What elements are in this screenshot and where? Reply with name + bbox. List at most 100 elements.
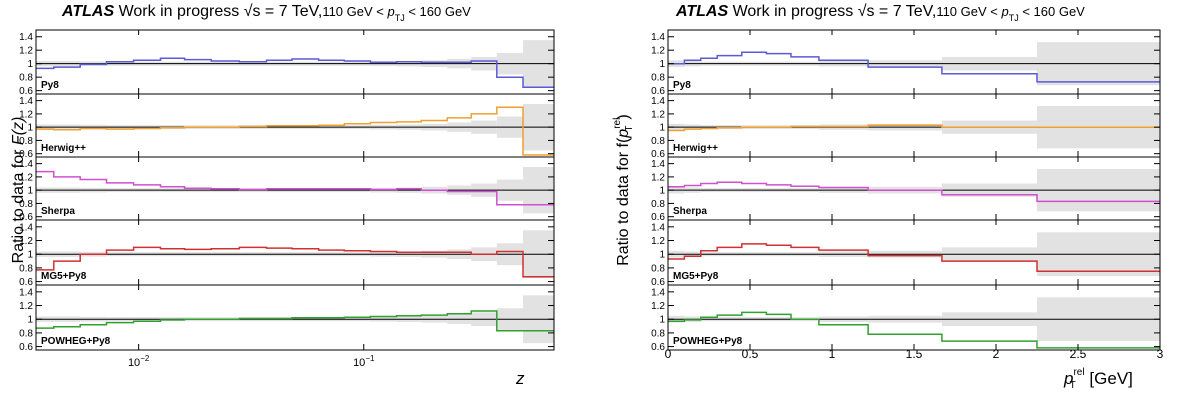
y-tick-label: 0.8 (651, 328, 665, 339)
y-tick-label: 0.6 (651, 212, 665, 223)
series-label: Sherpa (41, 206, 75, 217)
panel-frame (35, 284, 555, 351)
y-tick-label: 1.4 (19, 32, 33, 43)
y-tick-label: 0.8 (19, 263, 33, 274)
x-axis-label: prel T [GeV] (1063, 367, 1133, 391)
panel-sherpa: 0.6 0.8 1 1.2 1.4 Sherpa (651, 156, 1161, 223)
series-label: POWHEG+Py8 (673, 336, 743, 347)
range-sub: TJ (395, 13, 405, 23)
y-tick-label: 0.8 (651, 73, 665, 84)
panel-py8: 0.6 0.8 1 1.2 1.4 Py8 (19, 29, 555, 97)
y-tick-label: 1.2 (651, 109, 665, 120)
series-label: MG5+Py8 (673, 271, 719, 282)
y-tick-label: 0.8 (19, 136, 33, 147)
y-tick-label: 0.6 (19, 86, 33, 97)
y-tick-label: 0.6 (651, 342, 665, 353)
panel-content (36, 166, 554, 214)
range-p: p (386, 4, 394, 19)
series-line (36, 310, 554, 332)
ylabel-p: p (615, 129, 632, 139)
range-p: p (1000, 4, 1008, 19)
range-pre: 110 GeV < (936, 4, 1001, 19)
y-tick-label: 1 (659, 250, 665, 261)
y-tick-label: 1.4 (651, 32, 665, 43)
x-tick-label: 0.5 (742, 347, 759, 361)
series-label: Herwig++ (673, 143, 718, 154)
xlabel-sub: T (1070, 380, 1076, 391)
panel-powheg-py8: 0.6 0.8 1 1.2 1.4 POWHEG+Py8 (651, 284, 1161, 353)
status-label: Work in progress (119, 3, 240, 20)
y-axis-label: Ratio to data for f(prelT) (612, 114, 635, 266)
x-tick-base: 10 (128, 357, 140, 369)
y-tick-label: 1 (27, 250, 33, 261)
series-label: Sherpa (673, 206, 707, 217)
energy-label: √s = 7 TeV, (244, 3, 323, 20)
series-line (668, 311, 1160, 349)
panel-py8: 0.6 0.8 1 1.2 1.4 Py8 (651, 29, 1161, 97)
y-tick-label: 0.6 (19, 342, 33, 353)
panel-mg5-py8: 0.6 0.8 1 1.2 1.4 MG5+Py8 (19, 219, 555, 288)
y-tick-label: 0.6 (651, 86, 665, 97)
ylabel-post: ) (615, 114, 632, 119)
range-label: 110 GeV < pTJ < 160 GeV (936, 4, 1085, 23)
x-tick-label: 3 (1157, 347, 1164, 361)
y-tick-label: 0.8 (19, 328, 33, 339)
y-tick-label: 0.6 (651, 149, 665, 160)
x-tick-exponent: −2 (140, 354, 150, 363)
series-line (36, 246, 554, 278)
ylabel-arg: (z) (10, 117, 27, 136)
series-line (668, 181, 1160, 203)
range-label: 110 GeV < pTJ < 160 GeV (322, 4, 471, 23)
panel-content (668, 232, 1160, 277)
xlabel-sup: rel (1073, 367, 1084, 378)
range-post: < 160 GeV (405, 4, 471, 19)
panel-content (36, 295, 554, 344)
y-tick-label: 0.8 (19, 73, 33, 84)
ylabel-sup: rel (612, 118, 623, 129)
panel-mg5-py8: 0.6 0.8 1 1.2 1.4 MG5+Py8 (651, 219, 1161, 288)
chart-title: ATLAS Work in progress √s = 7 TeV,110 Ge… (61, 3, 471, 23)
x-tick-label: 10−2 (128, 354, 150, 369)
y-tick-label: 1.2 (19, 301, 33, 312)
y-tick-label: 1 (27, 123, 33, 134)
y-tick-label: 1.2 (19, 172, 33, 183)
x-tick-label: 1.5 (906, 347, 923, 361)
y-tick-label: 0.8 (651, 199, 665, 210)
ylabel-pre: Ratio to data for f( (615, 137, 632, 266)
y-tick-label: 0.8 (19, 199, 33, 210)
series-label: MG5+Py8 (41, 271, 87, 282)
y-tick-label: 1.4 (651, 159, 665, 170)
chart-1: ATLAS Work in progress √s = 7 TeV,110 Ge… (10, 3, 555, 388)
series-label: Herwig++ (41, 143, 86, 154)
status-label: Work in progress (733, 3, 854, 20)
y-tick-label: 1.4 (651, 287, 665, 298)
y-tick-label: 1 (659, 315, 665, 326)
series-line (668, 243, 1160, 273)
series-line (36, 106, 554, 156)
x-tick-label: 2 (993, 347, 1000, 361)
y-tick-label: 1.4 (651, 222, 665, 233)
range-sub: TJ (1009, 13, 1019, 23)
panel-content (668, 168, 1160, 212)
y-tick-label: 0.8 (651, 136, 665, 147)
series-line (668, 51, 1160, 83)
xlabel-post: [GeV] (1085, 369, 1133, 388)
y-tick-label: 1.4 (651, 96, 665, 107)
y-axis-label: Ratio to data for F(z) (10, 117, 27, 264)
panel-content (36, 103, 554, 156)
ylabel-sub: T (624, 126, 635, 132)
ylabel-pre: Ratio to data for (10, 145, 27, 263)
y-tick-label: 1.2 (651, 46, 665, 57)
chart-title: ATLAS Work in progress √s = 7 TeV,110 Ge… (675, 3, 1085, 23)
x-tick-label: 0 (665, 347, 672, 361)
y-tick-label: 1.4 (19, 159, 33, 170)
y-tick-label: 1.4 (19, 222, 33, 233)
y-tick-label: 1.2 (19, 236, 33, 247)
y-tick-label: 1 (27, 186, 33, 197)
y-tick-label: 1 (659, 123, 665, 134)
series-line (36, 57, 554, 89)
y-tick-label: 1.2 (19, 46, 33, 57)
x-tick-label: 10−1 (353, 354, 375, 369)
panel-content (36, 230, 554, 279)
